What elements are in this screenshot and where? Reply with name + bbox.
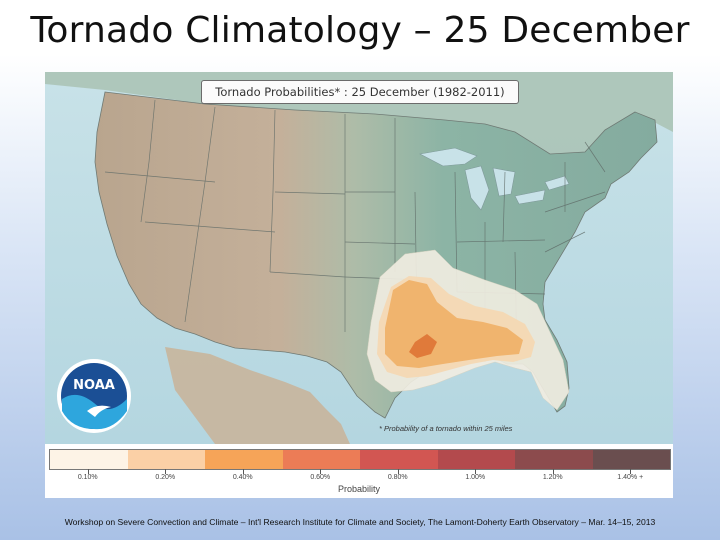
map-title-box: Tornado Probabilities* : 25 December (19… [201,80,519,104]
legend-swatch [437,450,515,469]
legend-swatch [282,450,360,469]
legend-swatch [360,450,438,469]
legend-label: 0.20% [155,474,176,481]
legend-tick [49,469,127,479]
great-lakes [419,147,570,211]
legend-label: 0.10% [77,474,98,481]
mexico-land [165,347,350,444]
legend-label: 1.20% [542,474,563,481]
legend-labels: 0.10% 0.20% 0.40% 0.60% 0.80% 1.00% 1.20% 1.40%… [49,474,669,481]
legend-tick [437,469,515,479]
noaa-logo: NOAA [57,359,131,433]
legend-color-bar [49,449,671,470]
legend-swatch [127,450,205,469]
noaa-logo-icon: NOAA [58,360,130,432]
footer-credit: Workshop on Severe Convection and Climat… [64,517,656,527]
slide-title: Tornado Climatology – 25 December [30,10,690,51]
legend-tick [514,469,592,479]
legend-caption: Probability [337,484,381,494]
legend-tick [592,469,670,479]
probability-contour-0-60 [409,334,437,358]
legend-label: 0.40% [232,474,253,481]
tornado-probability-map: Tornado Probabilities* : 25 December (19… [45,72,673,444]
legend-tick [127,469,205,479]
legend-tick [359,469,437,479]
legend-label: 1.40% + [617,474,644,481]
map-footnote: * Probability of a tornado within 25 mil… [379,424,513,433]
us-map-svg [45,72,673,444]
legend-swatch [205,450,283,469]
legend-swatch [50,450,128,469]
legend-label: 0.60% [310,474,331,481]
legend-label: 1.00% [465,474,486,481]
legend-ticks [49,469,669,479]
legend-label: 0.80% [387,474,408,481]
legend-swatch [515,450,593,469]
legend-tick [204,469,282,479]
legend-swatch [592,450,670,469]
noaa-logo-text: NOAA [73,378,115,393]
probability-legend: 0.10% 0.20% 0.40% 0.60% 0.80% 1.00% 1.20% 1.40%… [45,444,673,498]
legend-tick [282,469,360,479]
